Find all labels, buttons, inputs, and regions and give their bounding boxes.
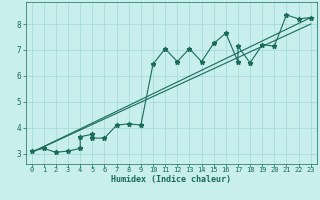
X-axis label: Humidex (Indice chaleur): Humidex (Indice chaleur) — [111, 175, 231, 184]
